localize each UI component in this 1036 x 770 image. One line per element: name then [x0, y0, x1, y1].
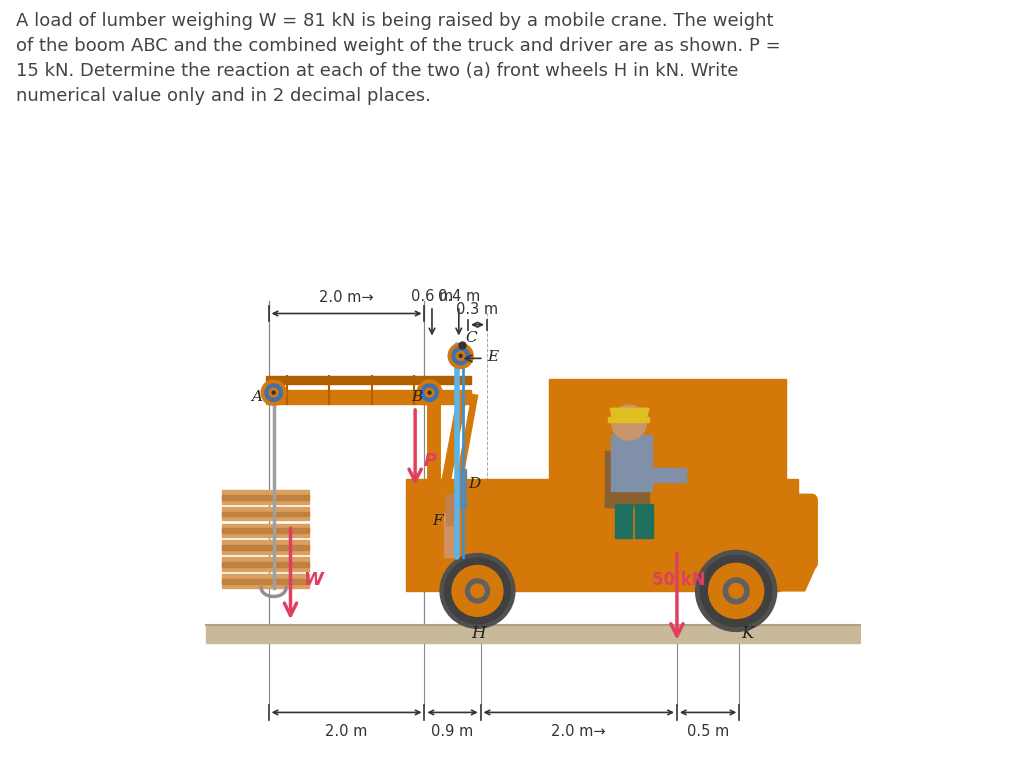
Circle shape: [700, 555, 772, 627]
Bar: [222, 494, 309, 500]
Bar: [222, 524, 309, 537]
Circle shape: [440, 554, 515, 628]
Circle shape: [428, 391, 431, 394]
Circle shape: [265, 384, 283, 401]
Text: A load of lumber weighing W = 81 kN is being raised by a mobile crane. The weigh: A load of lumber weighing W = 81 kN is b…: [16, 12, 780, 105]
Text: 50 kN: 50 kN: [652, 571, 706, 588]
Circle shape: [695, 551, 777, 631]
Bar: [605, 491, 649, 507]
Circle shape: [456, 352, 465, 360]
Circle shape: [421, 384, 438, 401]
Polygon shape: [737, 513, 817, 591]
Text: C: C: [465, 331, 478, 345]
Text: 2.0 m: 2.0 m: [325, 724, 368, 738]
Text: 0.5 m: 0.5 m: [687, 724, 729, 738]
Circle shape: [465, 579, 489, 603]
Text: H: H: [471, 624, 486, 641]
Text: F: F: [432, 514, 442, 528]
Text: B: B: [411, 390, 422, 403]
Bar: [222, 579, 309, 584]
Bar: [608, 417, 649, 422]
Text: P: P: [424, 452, 436, 470]
Bar: [649, 468, 686, 482]
Bar: [614, 504, 632, 538]
Circle shape: [452, 565, 502, 616]
Bar: [222, 511, 309, 517]
Bar: [549, 379, 786, 479]
Circle shape: [425, 388, 434, 397]
Bar: [605, 450, 616, 507]
Circle shape: [272, 391, 276, 394]
Circle shape: [729, 584, 744, 598]
Bar: [611, 435, 652, 491]
Bar: [406, 479, 780, 591]
Text: 0.6 m: 0.6 m: [411, 290, 453, 304]
Bar: [222, 562, 309, 567]
Circle shape: [611, 405, 646, 440]
Text: E: E: [487, 350, 498, 364]
Bar: [222, 557, 309, 571]
Text: D: D: [468, 477, 481, 491]
FancyBboxPatch shape: [749, 494, 817, 569]
Text: 2.0 m→: 2.0 m→: [319, 290, 374, 306]
Circle shape: [418, 380, 442, 405]
Bar: [222, 545, 309, 550]
Bar: [222, 574, 309, 588]
Bar: [265, 390, 471, 404]
Polygon shape: [610, 408, 649, 420]
Bar: [444, 513, 457, 557]
Circle shape: [269, 388, 278, 397]
Text: 0.4 m: 0.4 m: [437, 290, 480, 304]
Text: A: A: [251, 390, 262, 403]
Text: 0.9 m: 0.9 m: [431, 724, 473, 738]
Text: 0.3 m: 0.3 m: [457, 302, 498, 316]
Bar: [458, 470, 465, 507]
Bar: [222, 490, 309, 504]
Bar: [206, 625, 861, 643]
Circle shape: [452, 347, 469, 365]
Circle shape: [723, 578, 749, 604]
Bar: [222, 541, 309, 554]
Bar: [265, 377, 471, 384]
Bar: [222, 528, 309, 533]
Text: K: K: [741, 624, 753, 641]
Text: 2.0 m→: 2.0 m→: [551, 724, 606, 738]
Polygon shape: [718, 479, 799, 513]
Text: W: W: [303, 571, 323, 588]
Circle shape: [470, 584, 484, 598]
Bar: [445, 494, 456, 525]
Bar: [635, 504, 653, 538]
Circle shape: [444, 558, 511, 624]
Circle shape: [459, 354, 462, 357]
Bar: [222, 507, 309, 521]
Circle shape: [261, 380, 286, 405]
Circle shape: [709, 564, 764, 618]
Circle shape: [449, 343, 473, 368]
